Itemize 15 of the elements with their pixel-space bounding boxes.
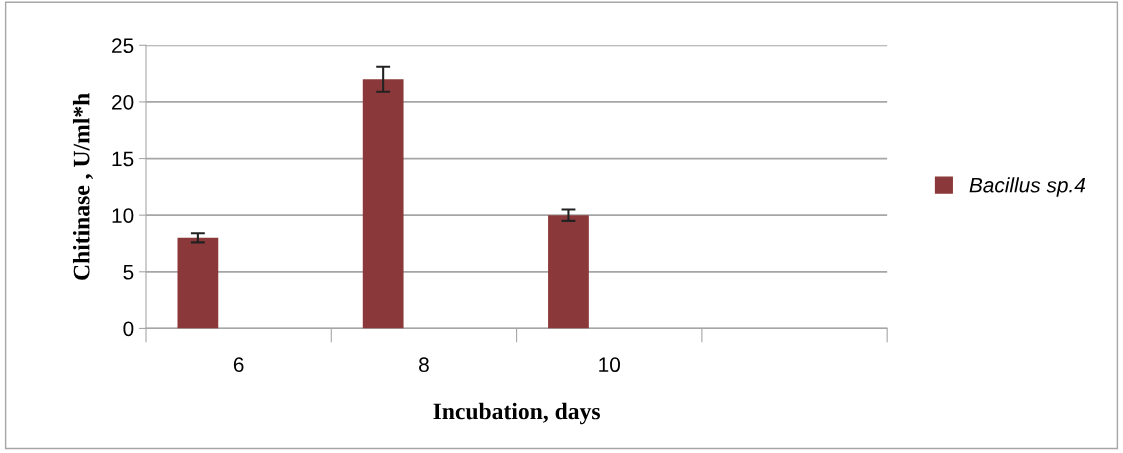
y-axis-title: Chitinase , U/ml*h bbox=[72, 93, 93, 280]
y-tick-label: 20 bbox=[112, 94, 134, 110]
y-tick-label: 5 bbox=[123, 265, 134, 280]
y-tick-label: 10 bbox=[112, 208, 134, 223]
y-tick-label: 25 bbox=[112, 38, 134, 54]
legend-label: Bacillus sp.4 bbox=[969, 177, 1086, 197]
x-axis-title: Incubation, days bbox=[433, 402, 600, 425]
x-tick-label: 10 bbox=[599, 357, 620, 373]
y-tick-label: 15 bbox=[112, 151, 134, 167]
x-tick-label: 6 bbox=[233, 357, 244, 373]
bar bbox=[177, 237, 219, 329]
bar bbox=[362, 79, 404, 329]
bar bbox=[548, 215, 589, 329]
y-tick-label: 0 bbox=[123, 321, 134, 337]
x-tick-label: 8 bbox=[419, 357, 429, 373]
